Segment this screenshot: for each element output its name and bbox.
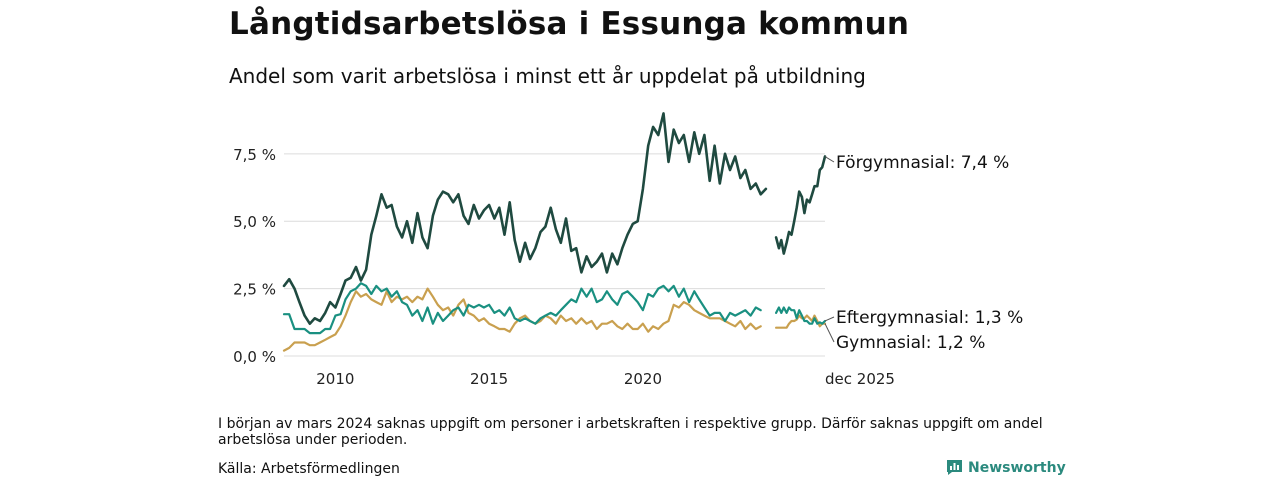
leader-line xyxy=(824,316,835,322)
x-tick-label: 2020 xyxy=(624,370,662,388)
x-tick-label: 2015 xyxy=(470,370,508,388)
series-end-label: Eftergymnasial: 1,3 % xyxy=(836,308,1023,328)
brand-logo: Newsworthy xyxy=(946,459,1066,476)
series-end-label: Gymnasial: 1,2 % xyxy=(836,333,985,353)
series-line-förgymnasial xyxy=(282,112,827,325)
series-line-eftergymnasial xyxy=(282,282,827,335)
x-tick-label: 2010 xyxy=(316,370,354,388)
line-chart: 0,0 % 2,5 % 5,0 % 7,5 % 2010 2015 2020 dec 2025… xyxy=(233,112,1023,388)
chart-subtitle: Andel som varit arbetslösa i minst ett å… xyxy=(229,64,866,88)
y-tick-label: 7,5 % xyxy=(233,146,276,164)
y-tick-label: 0,0 % xyxy=(233,348,276,366)
leader-line xyxy=(824,323,835,343)
brand-name: Newsworthy xyxy=(968,459,1066,476)
chart-title: Långtidsarbetslösa i Essunga kommun xyxy=(229,6,910,42)
series-line-gymnasial xyxy=(282,287,827,352)
x-tick-label: dec 2025 xyxy=(825,370,895,388)
y-tick-label: 5,0 % xyxy=(233,213,276,231)
footnote: I början av mars 2024 saknas uppgift om … xyxy=(218,416,1043,448)
source-label: Källa: Arbetsförmedlingen xyxy=(218,461,400,477)
leader-line xyxy=(824,156,835,163)
series-end-label: Förgymnasial: 7,4 % xyxy=(836,153,1009,173)
y-tick-label: 2,5 % xyxy=(233,281,276,299)
bar-chart-icon xyxy=(947,460,962,475)
